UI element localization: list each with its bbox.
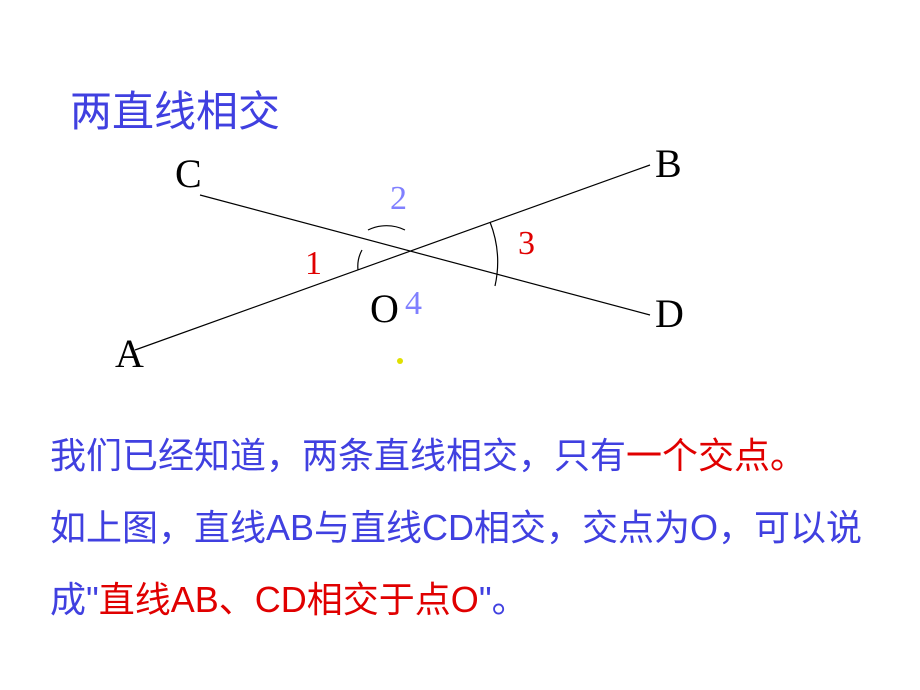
angle-label-4: 4 xyxy=(405,285,422,323)
point-label-b: B xyxy=(655,140,682,187)
arc-angle-1 xyxy=(358,250,362,270)
point-label-c: C xyxy=(175,150,202,197)
text-segment: "。 xyxy=(479,579,528,620)
slide-container: 两直线相交 A B C D O 1 2 3 4 我们已经知道，两条直线相交，只有… xyxy=(0,0,920,690)
explanation-text: 我们已经知道，两条直线相交，只有一个交点。 如上图，直线AB与直线CD相交，交点… xyxy=(50,420,870,636)
text-highlight: 直线AB、CD相交于点O xyxy=(99,579,479,620)
angle-label-2: 2 xyxy=(390,180,407,218)
angle-label-3: 3 xyxy=(518,225,535,263)
text-highlight: 一个交点。 xyxy=(626,435,806,476)
marker-dot-icon xyxy=(397,358,403,364)
slide-title: 两直线相交 xyxy=(70,78,280,139)
text-segment: 我们已经知道，两条直线相交，只有 xyxy=(50,435,626,476)
point-label-d: D xyxy=(655,290,684,337)
line-cd xyxy=(200,195,650,315)
point-label-o: O xyxy=(370,285,399,332)
arc-angle-2 xyxy=(368,226,405,230)
point-label-a: A xyxy=(115,330,144,377)
arc-angle-3 xyxy=(490,222,498,286)
angle-label-1: 1 xyxy=(305,245,322,283)
